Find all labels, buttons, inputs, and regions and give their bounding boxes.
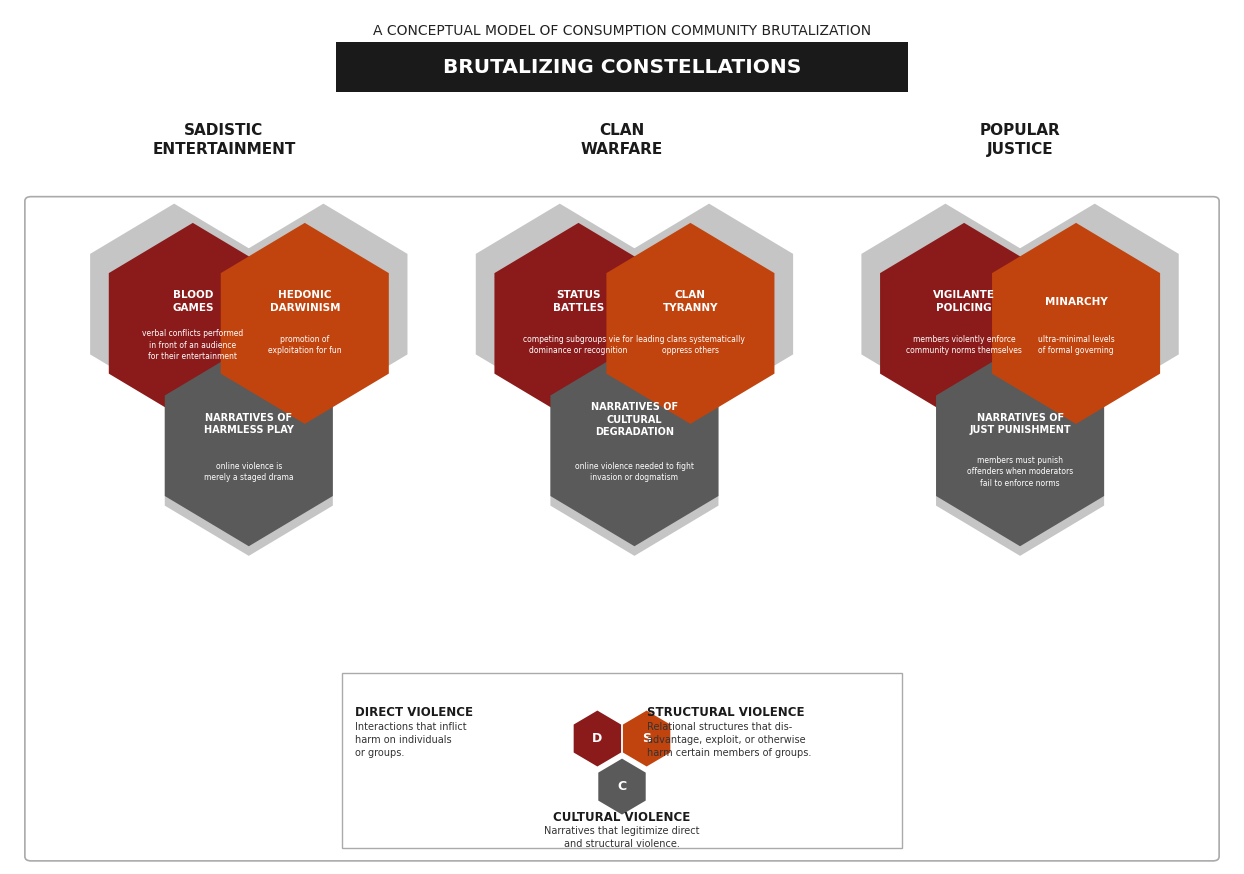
Text: SADISTIC
ENTERTAINMENT: SADISTIC ENTERTAINMENT — [152, 123, 296, 156]
Polygon shape — [991, 223, 1161, 424]
Polygon shape — [220, 223, 389, 424]
Text: A CONCEPTUAL MODEL OF CONSUMPTION COMMUNITY BRUTALIZATION: A CONCEPTUAL MODEL OF CONSUMPTION COMMUN… — [373, 24, 871, 38]
Polygon shape — [475, 204, 644, 405]
Text: C: C — [617, 780, 627, 793]
Text: Relational structures that dis-
advantage, exploit, or otherwise
harm certain me: Relational structures that dis- advantag… — [647, 722, 811, 759]
Polygon shape — [606, 223, 775, 424]
Polygon shape — [494, 223, 663, 424]
Polygon shape — [239, 204, 408, 405]
Polygon shape — [550, 355, 719, 556]
FancyBboxPatch shape — [25, 197, 1219, 861]
Text: DIRECT VIOLENCE: DIRECT VIOLENCE — [355, 706, 473, 718]
Text: CLAN
TYRANNY: CLAN TYRANNY — [663, 290, 718, 313]
Text: leading clans systematically
oppress others: leading clans systematically oppress oth… — [636, 335, 745, 356]
Polygon shape — [550, 345, 719, 546]
Text: STATUS
BATTLES: STATUS BATTLES — [552, 290, 605, 313]
Polygon shape — [624, 204, 794, 405]
Text: BLOOD
GAMES: BLOOD GAMES — [172, 290, 214, 313]
Polygon shape — [164, 345, 333, 546]
Text: Narratives that legitimize direct
and structural violence.: Narratives that legitimize direct and st… — [544, 826, 699, 849]
Text: NARRATIVES OF
JUST PUNISHMENT: NARRATIVES OF JUST PUNISHMENT — [969, 413, 1071, 435]
Text: ultra-minimal levels
of formal governing: ultra-minimal levels of formal governing — [1037, 335, 1115, 356]
Text: D: D — [592, 732, 602, 745]
Text: CLAN
WARFARE: CLAN WARFARE — [581, 123, 663, 156]
Polygon shape — [861, 204, 1030, 405]
FancyBboxPatch shape — [342, 673, 902, 848]
Polygon shape — [1010, 204, 1179, 405]
Text: online violence is
merely a staged drama: online violence is merely a staged drama — [204, 461, 294, 482]
Text: MINARCHY: MINARCHY — [1045, 296, 1107, 307]
Text: Interactions that inflict
harm on individuals
or groups.: Interactions that inflict harm on indivi… — [355, 722, 466, 759]
Text: S: S — [642, 732, 651, 745]
Polygon shape — [935, 355, 1105, 556]
Text: members must punish
offenders when moderators
fail to enforce norms: members must punish offenders when moder… — [967, 456, 1074, 488]
Text: CULTURAL VIOLENCE: CULTURAL VIOLENCE — [554, 811, 690, 823]
Text: verbal conflicts performed
in front of an audience
for their entertainment: verbal conflicts performed in front of a… — [142, 329, 244, 361]
Text: HEDONIC
DARWINISM: HEDONIC DARWINISM — [270, 290, 340, 313]
Text: competing subgroups vie for
dominance or recognition: competing subgroups vie for dominance or… — [524, 335, 633, 356]
Text: POPULAR
JUSTICE: POPULAR JUSTICE — [980, 123, 1060, 156]
Text: STRUCTURAL VIOLENCE: STRUCTURAL VIOLENCE — [647, 706, 805, 718]
Polygon shape — [623, 711, 671, 766]
Polygon shape — [90, 204, 259, 405]
Polygon shape — [598, 759, 646, 815]
Text: VIGILANTE
POLICING: VIGILANTE POLICING — [933, 290, 995, 313]
Text: promotion of
exploitation for fun: promotion of exploitation for fun — [267, 335, 342, 356]
Text: online violence needed to fight
invasion or dogmatism: online violence needed to fight invasion… — [575, 461, 694, 482]
Text: NARRATIVES OF
HARMLESS PLAY: NARRATIVES OF HARMLESS PLAY — [204, 413, 294, 435]
Polygon shape — [108, 223, 277, 424]
Polygon shape — [164, 355, 333, 556]
FancyBboxPatch shape — [336, 42, 908, 92]
Polygon shape — [935, 345, 1105, 546]
Text: members violently enforce
community norms themselves: members violently enforce community norm… — [906, 335, 1023, 356]
Polygon shape — [573, 711, 621, 766]
Text: BRUTALIZING CONSTELLATIONS: BRUTALIZING CONSTELLATIONS — [443, 58, 801, 77]
Polygon shape — [880, 223, 1049, 424]
Text: NARRATIVES OF
CULTURAL
DEGRADATION: NARRATIVES OF CULTURAL DEGRADATION — [591, 402, 678, 437]
